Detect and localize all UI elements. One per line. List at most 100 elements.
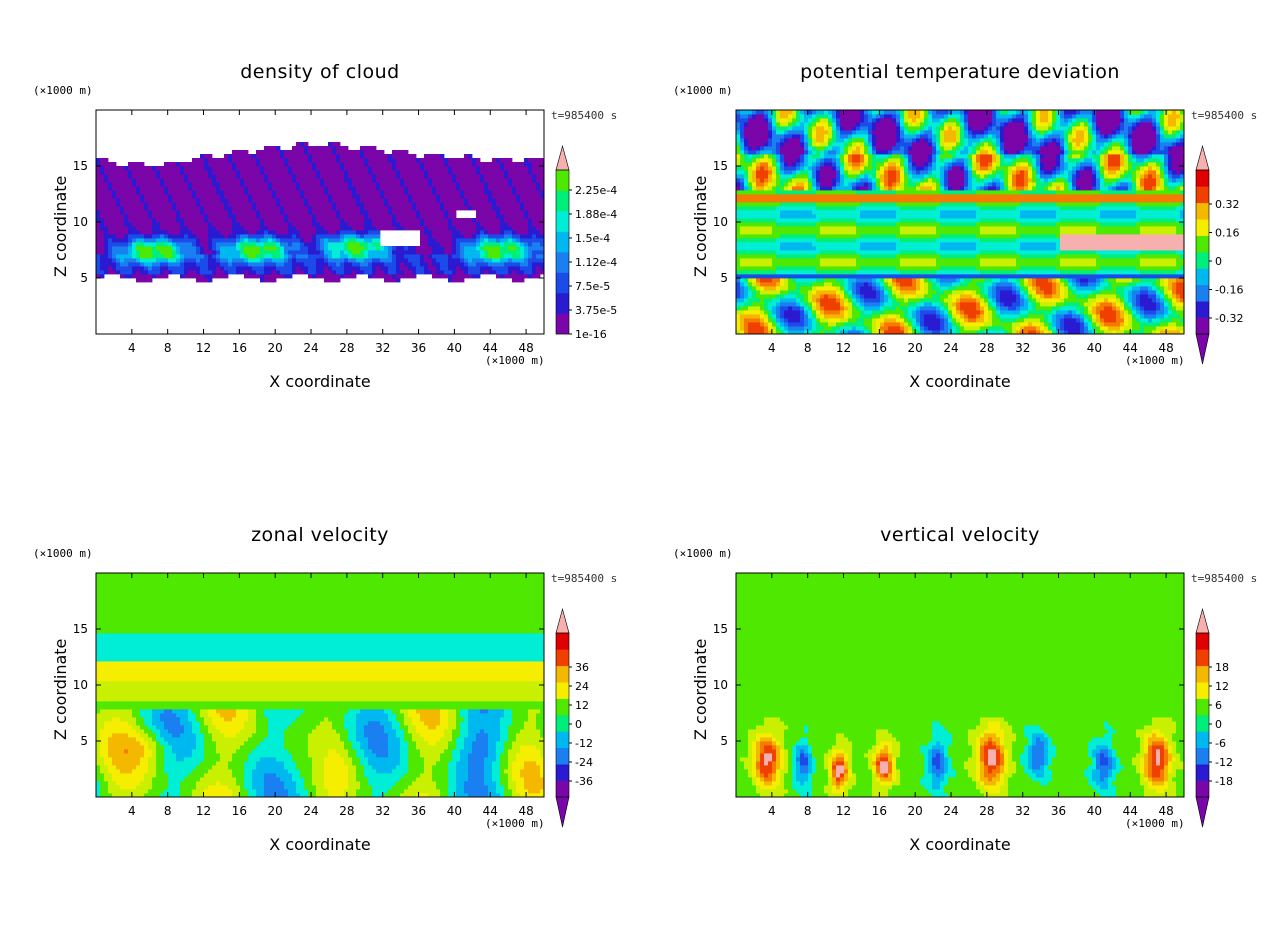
heatmap-cell (176, 190, 181, 195)
heatmap-cell (912, 302, 917, 307)
heatmap-cell (176, 262, 181, 267)
heatmap-cell (964, 282, 969, 287)
heatmap-cell (524, 206, 529, 211)
heatmap-cell (124, 254, 129, 259)
heatmap-cell (96, 246, 101, 251)
heatmap-cell (336, 166, 341, 171)
colorbar-band (556, 190, 569, 212)
heatmap-cell (292, 146, 297, 151)
heatmap-cell (268, 258, 273, 263)
heatmap-cell (512, 226, 517, 231)
heatmap-cell (1168, 314, 1173, 319)
heatmap-cell (232, 158, 237, 163)
heatmap-cell (100, 174, 105, 179)
heatmap-cell (360, 214, 365, 219)
heatmap-cell (820, 298, 825, 303)
heatmap-cell (964, 286, 969, 291)
heatmap-cell (368, 250, 373, 255)
heatmap-cell (528, 214, 533, 219)
heatmap-cell (792, 286, 797, 291)
heatmap-cell (432, 222, 437, 227)
heatmap-cell (224, 218, 229, 223)
heatmap-cell (200, 154, 205, 159)
heatmap-cell (424, 262, 429, 267)
heatmap-cell (1040, 322, 1045, 327)
heatmap-cell (320, 170, 325, 175)
heatmap-cell (120, 270, 125, 275)
heatmap-cell (800, 326, 805, 331)
heatmap-cell (144, 258, 149, 263)
heatmap-cell (216, 246, 221, 251)
heatmap-cell (416, 162, 421, 167)
heatmap-cell (924, 314, 929, 319)
heatmap-cell (924, 298, 929, 303)
heatmap-cell (1008, 294, 1013, 299)
heatmap-cell (1096, 326, 1101, 331)
heatmap-cell (240, 258, 245, 263)
heatmap-cell (524, 162, 529, 167)
heatmap-cell (1024, 302, 1029, 307)
heatmap-cell (1132, 318, 1137, 323)
heatmap-cell (348, 178, 353, 183)
heatmap-cell (180, 198, 185, 203)
heatmap-cell (100, 202, 105, 207)
heatmap-cell (748, 326, 753, 331)
heatmap-cell (484, 194, 489, 199)
heatmap-cell (816, 326, 821, 331)
heatmap-cell (416, 250, 421, 255)
heatmap-cell (396, 194, 401, 199)
heatmap-cell (820, 326, 825, 331)
heatmap-cell (292, 174, 297, 179)
heatmap-cell (900, 322, 905, 327)
heatmap-cell (236, 198, 241, 203)
heatmap-cell (256, 230, 261, 235)
heatmap-cell (1036, 290, 1041, 295)
heatmap-cell (140, 170, 145, 175)
heatmap-cell (420, 262, 425, 267)
heatmap-cell (344, 258, 349, 263)
heatmap-cell (488, 198, 493, 203)
heatmap-cell (400, 166, 405, 171)
heatmap-cell (364, 178, 369, 183)
heatmap-cell (292, 170, 297, 175)
heatmap-cell (428, 258, 433, 263)
heatmap-cell (1060, 294, 1065, 299)
heatmap-cell (276, 270, 281, 275)
heatmap-cell (1148, 286, 1153, 291)
heatmap-cell (860, 298, 865, 303)
heatmap-cell (1144, 322, 1149, 327)
heatmap-cell (868, 286, 873, 291)
heatmap-cell (1100, 294, 1105, 299)
heatmap-cell (376, 226, 381, 231)
heatmap-cell (440, 166, 445, 171)
heatmap-cell (388, 178, 393, 183)
heatmap-cell (224, 182, 229, 187)
x-tick-label: 32 (375, 341, 390, 355)
heatmap-cell (356, 218, 361, 223)
heatmap-cell (108, 234, 113, 239)
heatmap-cell (1132, 306, 1137, 311)
heatmap-cell (348, 174, 353, 179)
heatmap-cell (768, 286, 773, 291)
heatmap-cell (416, 258, 421, 263)
heatmap-cell (320, 242, 325, 247)
heatmap-cell (364, 218, 369, 223)
heatmap-cell (888, 318, 893, 323)
heatmap-cell (300, 162, 305, 167)
heatmap-cell (308, 182, 313, 187)
heatmap-cell (160, 206, 165, 211)
heatmap-cell (984, 326, 989, 331)
heatmap-cell (248, 174, 253, 179)
heatmap-cell (332, 142, 337, 147)
heatmap-cell (132, 274, 137, 279)
heatmap-cell (232, 222, 237, 227)
heatmap-cell (252, 158, 257, 163)
heatmap-cell (260, 182, 265, 187)
heatmap-cell (452, 270, 457, 275)
heatmap-cell (1016, 318, 1021, 323)
heatmap-cell (384, 214, 389, 219)
x-tick-label: 12 (196, 341, 211, 355)
heatmap-cell (868, 318, 873, 323)
heatmap-cell (108, 246, 113, 251)
heatmap-cell (896, 290, 901, 295)
